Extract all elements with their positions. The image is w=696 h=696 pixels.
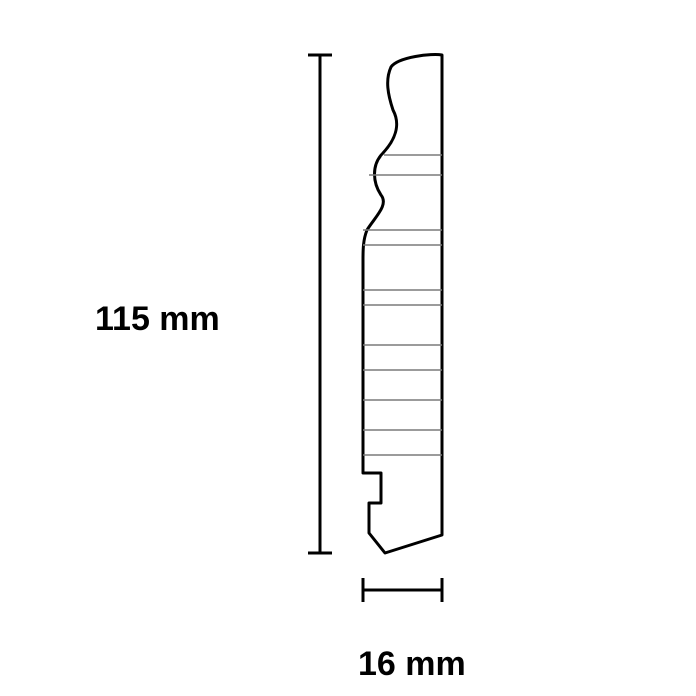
technical-diagram: 115 mm 16 mm [0,0,696,696]
profile-shape [363,55,442,554]
width-dimension-label: 16 mm [358,645,466,684]
height-dimension-label: 115 mm [95,300,220,339]
width-bracket [363,578,442,602]
height-bracket [308,55,332,553]
diagram-svg [0,0,696,696]
